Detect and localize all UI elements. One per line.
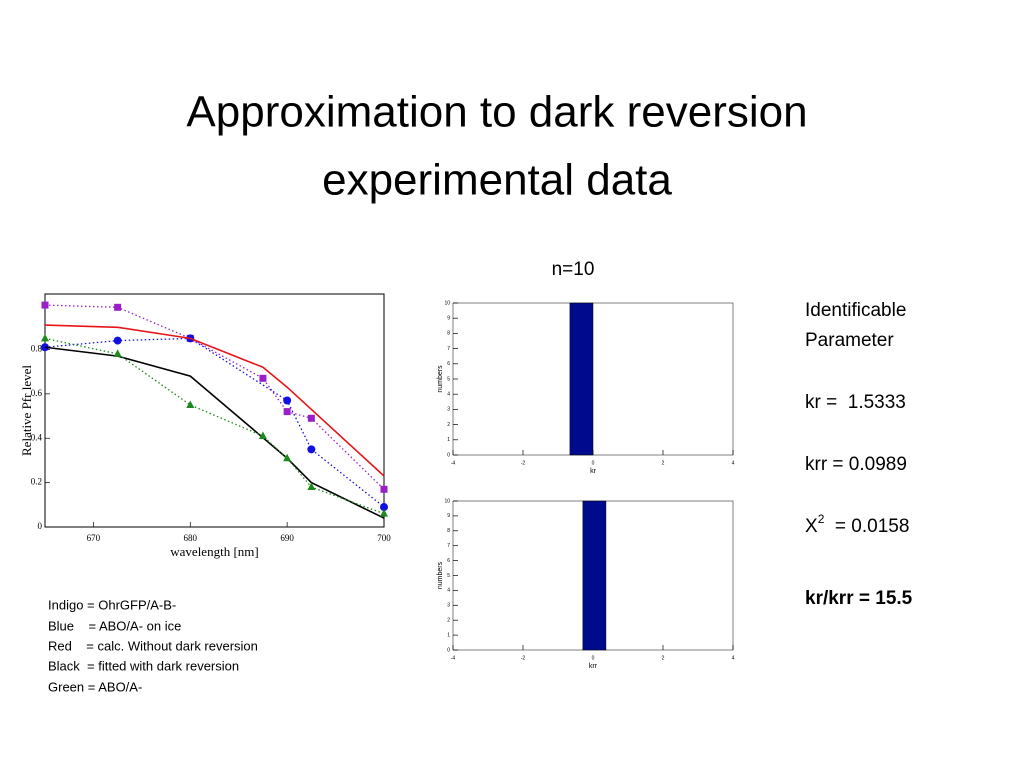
chart: -4 -2 0 2 4 0 1 2 3 4 5 6 7 8 9 10 kr numbers <box>437 300 735 475</box>
y-tick-label: 0.4 <box>31 432 43 442</box>
y-tick-label: 7 <box>447 346 450 352</box>
x-axis-label: krr <box>589 663 598 670</box>
param-heading: Parameter <box>805 330 894 351</box>
series-line <box>44 346 385 519</box>
y-tick-label: 2 <box>447 618 450 624</box>
marker <box>307 414 315 422</box>
y-tick-label: 10 <box>444 300 450 306</box>
x-tick-label: 4 <box>732 460 735 466</box>
param-heading: Identificable <box>805 300 906 321</box>
title-line: experimental data <box>322 156 672 205</box>
y-tick-label: 9 <box>447 316 450 322</box>
marker <box>114 303 122 311</box>
marker <box>380 503 388 512</box>
x-tick-label: 2 <box>662 460 665 466</box>
title-line: Approximation to dark reversion <box>186 88 807 137</box>
chart: 670 680 690 700 0 0.2 0.4 0.6 0.8 wavelength [nm]… <box>19 293 391 559</box>
n-label: n=10 <box>552 259 595 280</box>
marker <box>41 333 49 342</box>
x-tick-label: 4 <box>732 655 735 661</box>
y-tick-label: 0 <box>38 521 43 531</box>
series-line <box>44 337 385 508</box>
param-ratio: kr/krr = 15.5 <box>805 588 913 609</box>
y-tick-label: 7 <box>447 543 450 549</box>
marker <box>259 374 267 382</box>
x-tick-label: 0 <box>592 655 595 661</box>
y-tick-label: 3 <box>447 407 450 413</box>
note: Indigo = OhrGFP/A-B- <box>48 597 176 612</box>
x-axis-label: wavelength [nm] <box>170 544 258 559</box>
y-tick-label: 9 <box>447 513 450 519</box>
note: Red = calc. Without dark reversion <box>48 638 258 653</box>
param-krr: krr = 0.0989 <box>805 454 907 475</box>
y-tick-label: 0 <box>447 452 450 458</box>
x-tick-label: 2 <box>662 655 665 661</box>
y-tick-label: 4 <box>447 588 450 594</box>
y-tick-label: 0.8 <box>31 344 43 354</box>
marker <box>380 485 388 493</box>
x-tick-label: -2 <box>521 655 526 661</box>
x-tick-label: -4 <box>451 460 456 466</box>
x-axis-label: kr <box>590 468 597 475</box>
bar <box>569 302 594 456</box>
marker <box>113 349 122 357</box>
y-tick-label: 4 <box>447 392 450 398</box>
x-tick-label: -2 <box>521 460 526 466</box>
bar <box>582 500 607 651</box>
y-tick-label: 10 <box>444 498 450 504</box>
y-tick-label: 6 <box>447 558 450 564</box>
y-tick-label: 0.6 <box>31 388 43 398</box>
param-chi: X2 = 0.0158 <box>805 512 909 537</box>
y-axis-label: numbers <box>437 365 444 393</box>
plot-frame <box>44 293 385 528</box>
chi-sup: 2 <box>818 512 825 526</box>
marker <box>307 445 316 454</box>
y-tick-label: 1 <box>447 632 450 638</box>
marker <box>283 408 291 416</box>
marker <box>186 400 195 408</box>
x-tick-label: 700 <box>377 533 391 543</box>
y-tick-label: 5 <box>447 376 450 382</box>
y-tick-label: 3 <box>447 603 450 609</box>
chart: -4 -2 0 2 4 0 1 2 3 4 5 6 7 8 9 10 krr numbers <box>437 498 735 670</box>
marker <box>258 431 267 440</box>
note: Green = ABO/A- <box>48 679 142 694</box>
marker <box>307 482 316 491</box>
parameters: Identificable Parameter kr = 1.5333 krr … <box>805 300 913 609</box>
y-tick-label: 1 <box>447 437 450 443</box>
chi-text: = 0.0158 <box>824 516 909 537</box>
series-line <box>44 324 385 477</box>
y-tick-label: 2 <box>447 422 450 428</box>
chi-symbol: X <box>805 516 818 537</box>
note: Blue = ABO/A- on ice <box>48 618 181 633</box>
marker <box>41 301 49 309</box>
x-tick-label: 680 <box>184 533 198 543</box>
y-tick-label: 0.2 <box>31 477 42 487</box>
y-axis-label: Relative Pfr level <box>19 365 34 456</box>
x-tick-label: 0 <box>592 460 595 466</box>
marker <box>113 336 122 345</box>
x-tick-label: -4 <box>451 655 456 661</box>
y-tick-label: 8 <box>447 528 450 534</box>
note: Black = fitted with dark reversion <box>48 658 239 673</box>
y-axis-label: numbers <box>437 561 444 589</box>
marker <box>283 396 292 405</box>
y-tick-label: 6 <box>447 361 450 367</box>
marker <box>380 509 388 517</box>
x-tick-label: 670 <box>87 533 101 543</box>
legend-notes: Indigo = OhrGFP/A-B- Blue = ABO/A- on ic… <box>48 597 258 694</box>
y-tick-label: 8 <box>447 331 450 337</box>
x-tick-label: 690 <box>280 533 294 543</box>
y-tick-label: 0 <box>447 647 450 653</box>
param-kr: kr = 1.5333 <box>805 392 906 413</box>
y-tick-label: 5 <box>447 573 450 579</box>
marker <box>283 453 292 462</box>
